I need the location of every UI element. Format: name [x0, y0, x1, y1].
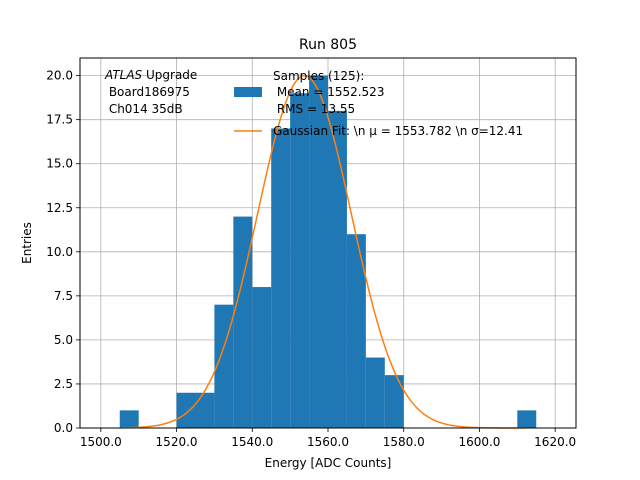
x-axis-ticks: 1500.0 1520.0 1540.0 1560.0 1580.0 1600.0 1620… — [80, 428, 576, 449]
legend-hist-line-2: Mean = 1552.523 — [273, 85, 384, 99]
histogram-bar — [365, 357, 385, 428]
y-tick-label: 2.5 — [54, 377, 73, 391]
histogram-bar — [384, 375, 404, 428]
gaussian-fit-curve — [119, 74, 525, 429]
chart-title: Run 805 — [299, 37, 357, 53]
histogram-bars — [119, 75, 537, 428]
legend: Samples (125): Mean = 1552.523 RMS = 13.… — [234, 69, 523, 138]
x-tick-label: 1600.0 — [458, 435, 500, 449]
histogram-bar — [517, 410, 537, 428]
histogram-bar — [309, 75, 328, 428]
x-tick-label: 1520.0 — [156, 435, 198, 449]
gaussian-fit — [119, 74, 525, 429]
y-tick-label: 17.5 — [46, 113, 73, 127]
x-axis-label: Energy [ADC Counts] — [265, 456, 392, 470]
x-tick-label: 1500.0 — [80, 435, 122, 449]
histogram-bar — [252, 287, 272, 428]
y-tick-label: 20.0 — [46, 69, 73, 83]
annotation-upgrade: Upgrade — [142, 68, 197, 82]
histogram-bar — [271, 128, 291, 428]
atlas-annotation: ATLAS Upgrade Board186975 Ch014 35dB — [104, 68, 197, 116]
y-tick-label: 0.0 — [54, 421, 73, 435]
legend-hist-swatch — [234, 87, 262, 97]
y-tick-label: 10.0 — [46, 245, 73, 259]
x-tick-label: 1560.0 — [307, 435, 349, 449]
x-tick-label: 1540.0 — [231, 435, 273, 449]
x-tick-label: 1580.0 — [383, 435, 425, 449]
y-tick-label: 15.0 — [46, 157, 73, 171]
histogram-bar — [328, 110, 347, 428]
legend-hist-line-1: Samples (125): — [273, 69, 364, 83]
legend-hist-line-3: RMS = 13.55 — [273, 102, 355, 116]
legend-fit-label: Gaussian Fit: \n μ = 1553.782 \n σ=12.41 — [273, 124, 523, 138]
y-axis-ticks: 0.0 2.5 5.0 7.5 10.0 12.5 15.0 17.5 20.0 — [46, 69, 80, 435]
x-tick-label: 1620.0 — [534, 435, 576, 449]
histogram-bar — [119, 410, 139, 428]
y-tick-label: 5.0 — [54, 333, 73, 347]
y-tick-label: 7.5 — [54, 289, 73, 303]
histogram-bar — [233, 216, 253, 428]
annotation-atlas: ATLAS — [104, 68, 143, 82]
annotation-channel: Ch014 35dB — [105, 102, 183, 116]
histogram-bar — [346, 234, 366, 428]
annotation-board: Board186975 — [105, 85, 190, 99]
y-tick-label: 12.5 — [46, 201, 73, 215]
y-axis-label: Entries — [20, 222, 34, 264]
histogram-bar — [290, 93, 310, 428]
histogram-bar — [176, 392, 215, 428]
histogram-bar — [214, 304, 234, 428]
svg-text:ATLAS Upgrade: ATLAS Upgrade — [104, 68, 197, 82]
